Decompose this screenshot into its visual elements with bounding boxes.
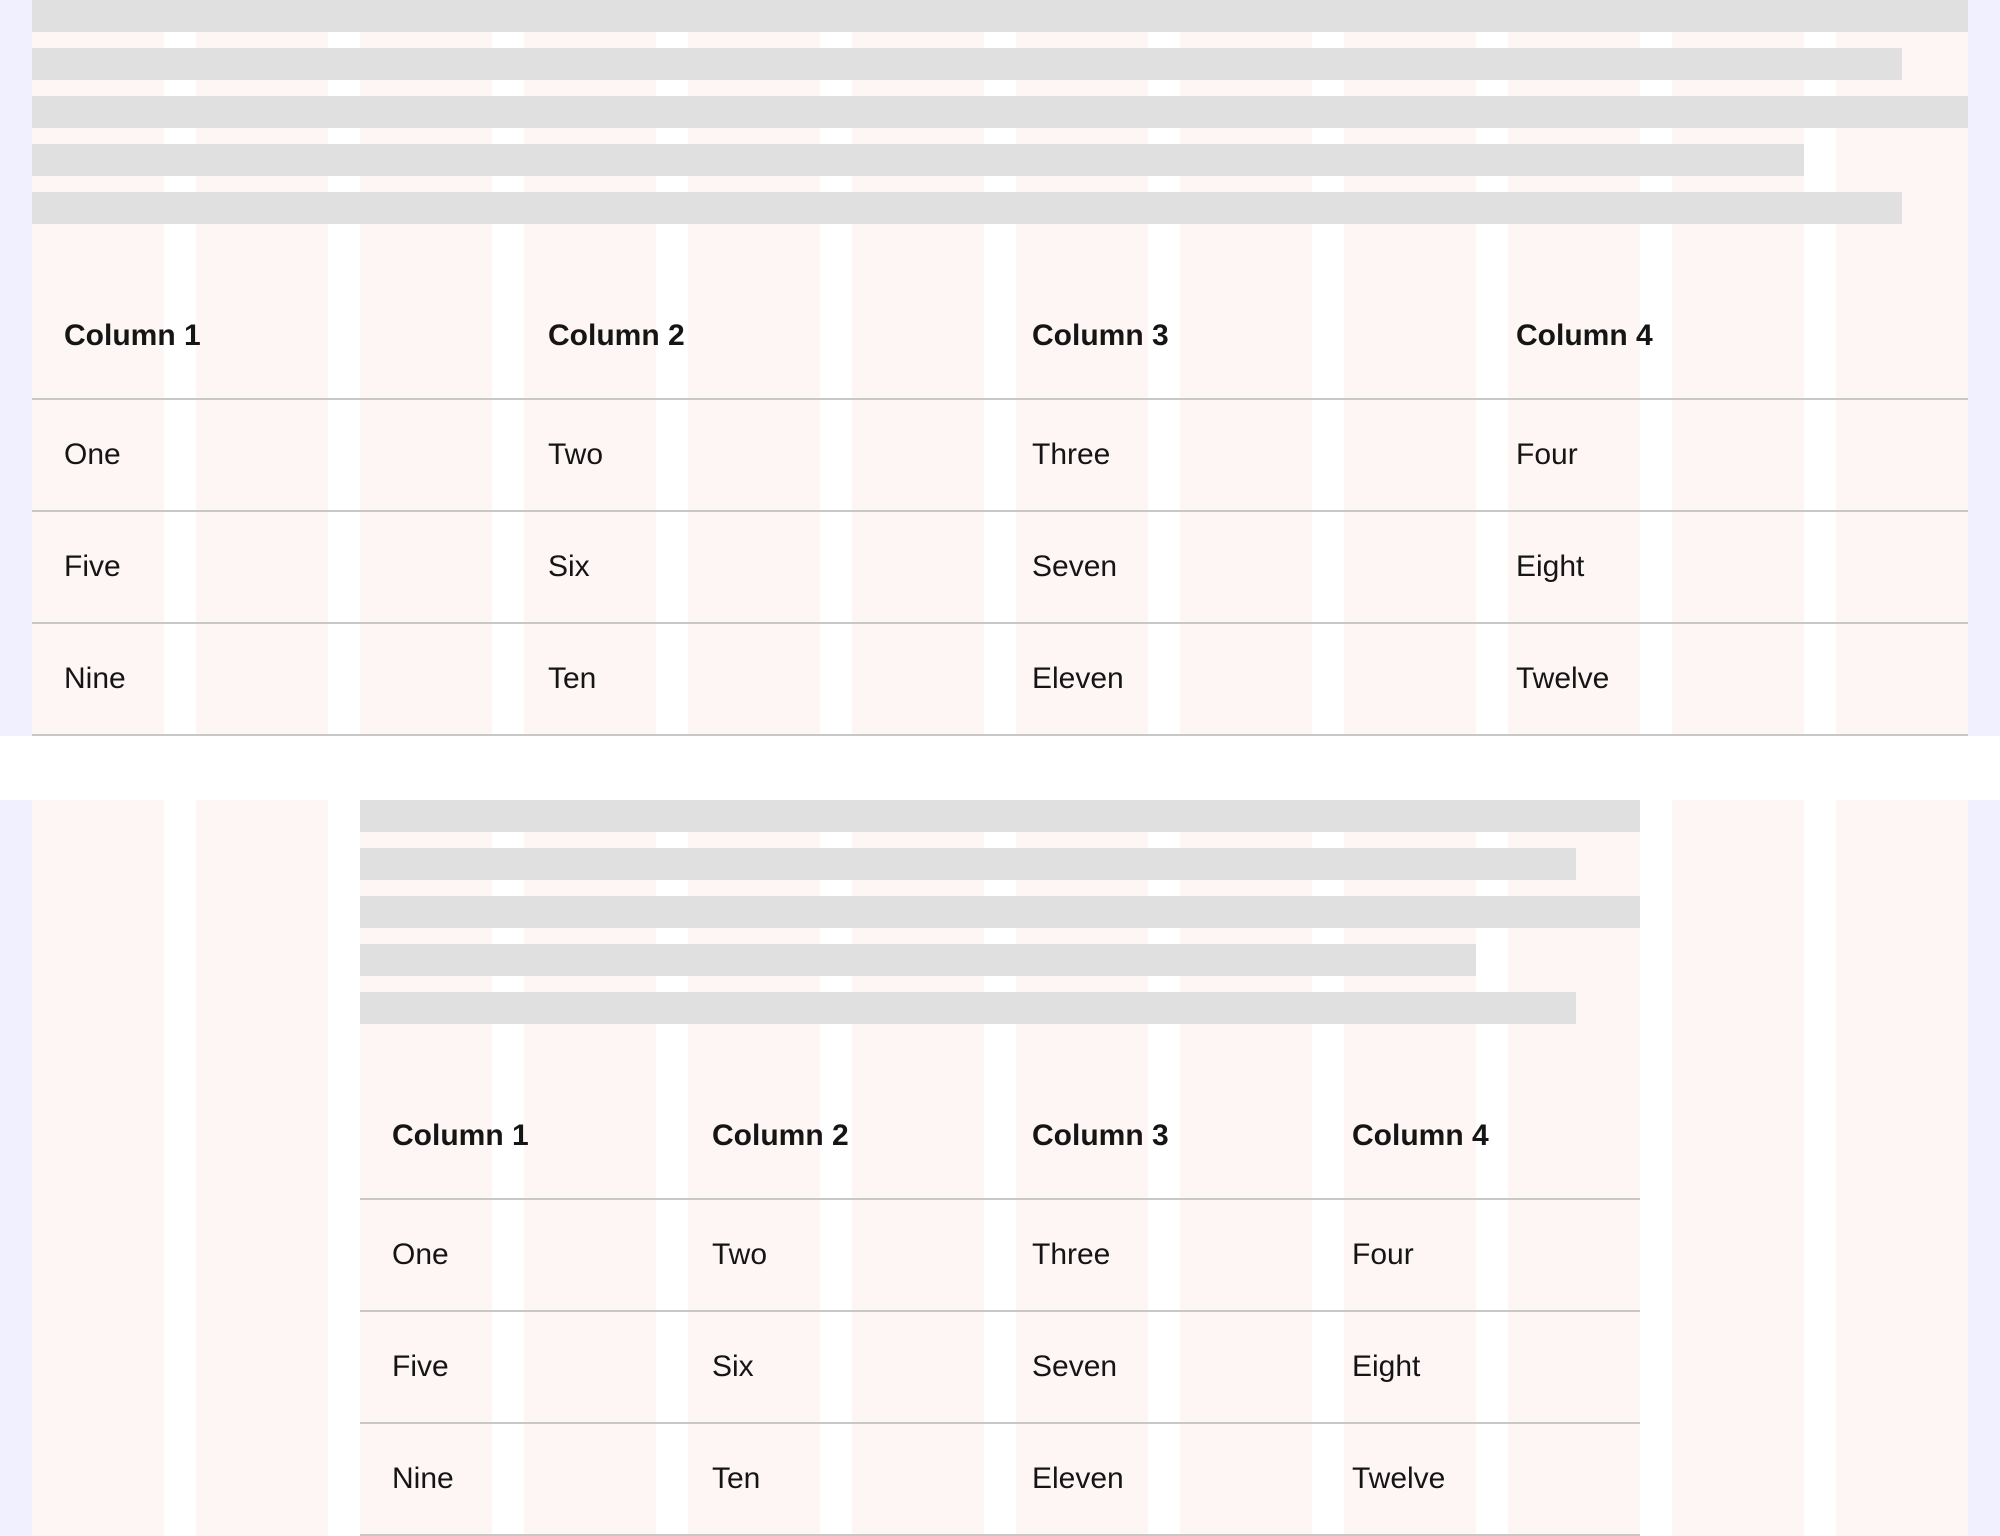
- table-cell: Four: [1484, 399, 1968, 512]
- table-cell: Eight: [1484, 511, 1968, 624]
- skeleton-line: [32, 144, 1804, 176]
- table-cell: Ten: [680, 1423, 1000, 1536]
- table-cell: Two: [516, 399, 1000, 512]
- section-separator: [0, 736, 2000, 800]
- skeleton-line: [360, 992, 1576, 1024]
- column-header[interactable]: Column 1: [32, 274, 516, 400]
- column-header[interactable]: Column 2: [680, 1074, 1000, 1200]
- table-row: One Two Three Four: [32, 399, 1968, 512]
- table-cell: Six: [680, 1311, 1000, 1424]
- skeleton-line: [360, 800, 1640, 832]
- table-cell: Three: [1000, 1199, 1320, 1312]
- table-cell: Eight: [1320, 1311, 1640, 1424]
- table-row: One Two Three Four: [360, 1199, 1640, 1312]
- column-header[interactable]: Column 1: [360, 1074, 680, 1200]
- table-cell: Nine: [32, 623, 516, 736]
- skeleton-line: [32, 192, 1902, 224]
- section-full-width: Column 1 Column 2 Column 3 Column 4 One T…: [0, 0, 2000, 736]
- skeleton-line: [32, 48, 1902, 80]
- table-cell: One: [360, 1199, 680, 1312]
- table-row: Nine Ten Eleven Twelve: [32, 623, 1968, 736]
- table-header-row: Column 1 Column 2 Column 3 Column 4: [360, 1074, 1640, 1200]
- table-cell: Four: [1320, 1199, 1640, 1312]
- table-cell: Ten: [516, 623, 1000, 736]
- table-cell: Six: [516, 511, 1000, 624]
- table-cell: Five: [32, 511, 516, 624]
- column-header[interactable]: Column 2: [516, 274, 1000, 400]
- data-table: Column 1 Column 2 Column 3 Column 4 One T…: [360, 1074, 1640, 1536]
- table-header-row: Column 1 Column 2 Column 3 Column 4: [32, 274, 1968, 400]
- table-cell: Nine: [360, 1423, 680, 1536]
- table-cell: Twelve: [1320, 1423, 1640, 1536]
- table-cell: Seven: [1000, 1311, 1320, 1424]
- section-centered: Column 1 Column 2 Column 3 Column 4 One T…: [0, 800, 2000, 1536]
- table-cell: Eleven: [1000, 623, 1484, 736]
- column-header[interactable]: Column 3: [1000, 1074, 1320, 1200]
- column-header[interactable]: Column 4: [1320, 1074, 1640, 1200]
- table-cell: Two: [680, 1199, 1000, 1312]
- skeleton-line: [360, 848, 1576, 880]
- column-header[interactable]: Column 4: [1484, 274, 1968, 400]
- data-table: Column 1 Column 2 Column 3 Column 4 One T…: [32, 274, 1968, 736]
- table-cell: Twelve: [1484, 623, 1968, 736]
- table-row: Five Six Seven Eight: [32, 511, 1968, 624]
- table-cell: Eleven: [1000, 1423, 1320, 1536]
- table-cell: Five: [360, 1311, 680, 1424]
- skeleton-line: [360, 896, 1640, 928]
- table-cell: Three: [1000, 399, 1484, 512]
- table-row: Five Six Seven Eight: [360, 1311, 1640, 1424]
- skeleton-line: [32, 96, 1968, 128]
- table-row: Nine Ten Eleven Twelve: [360, 1423, 1640, 1536]
- table-cell: Seven: [1000, 511, 1484, 624]
- skeleton-line: [32, 0, 1968, 32]
- column-header[interactable]: Column 3: [1000, 274, 1484, 400]
- table-cell: One: [32, 399, 516, 512]
- skeleton-line: [360, 944, 1476, 976]
